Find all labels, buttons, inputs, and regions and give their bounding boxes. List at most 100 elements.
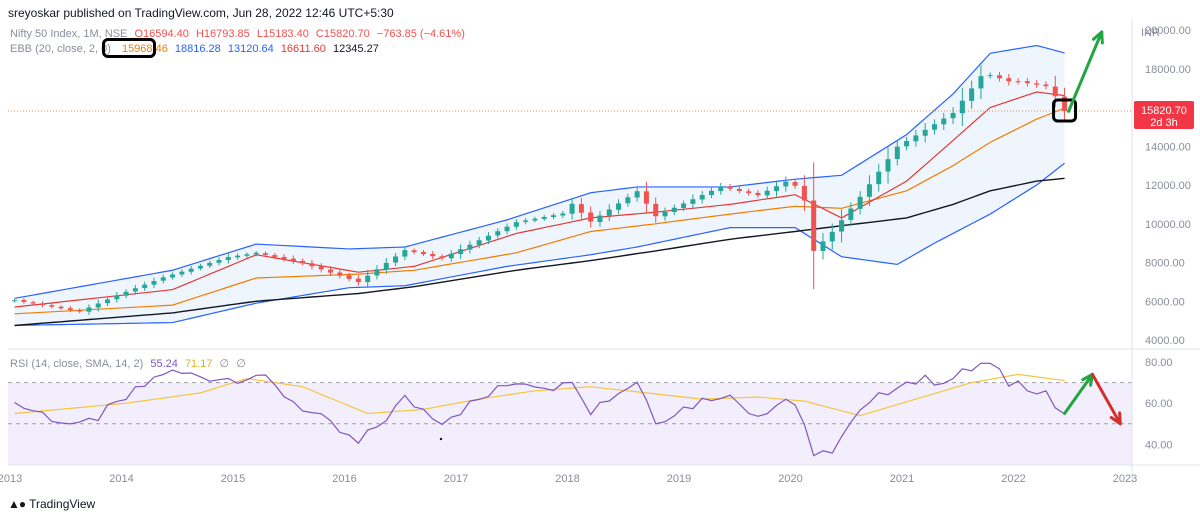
candle-body <box>746 191 752 194</box>
candle-body <box>671 207 677 212</box>
candle <box>578 198 584 219</box>
candle-body <box>439 256 445 259</box>
candle <box>132 284 138 295</box>
highlight-box-ebb <box>102 38 156 58</box>
tradingview-logo-text: TradingView <box>29 497 96 511</box>
candle-body <box>1052 86 1058 97</box>
candle <box>941 112 947 131</box>
rsi-arrow-up-shaft <box>1063 372 1094 415</box>
rsi-ma-line <box>14 373 1065 417</box>
candle-body <box>309 263 315 267</box>
legend-open: O16594.40 <box>134 28 189 40</box>
candle <box>420 250 426 257</box>
candle <box>1034 80 1040 88</box>
candle-body <box>653 203 659 217</box>
time-tick-label: 2023 <box>1113 473 1137 485</box>
candle-body <box>244 254 250 256</box>
candle <box>142 281 148 291</box>
candle <box>374 265 380 280</box>
candle <box>476 236 482 249</box>
legend-change: −763.85 (−4.61%) <box>376 28 465 40</box>
candle <box>913 129 919 147</box>
candle <box>188 265 194 275</box>
candle-body <box>727 186 733 189</box>
candle-body <box>941 118 947 125</box>
rsi-line <box>14 362 1065 457</box>
legend-rsi: RSI (14, close, SMA, 14, 2) 55.24 71.17 … <box>10 357 250 370</box>
candle-body <box>216 259 222 263</box>
candle-body <box>365 275 371 283</box>
legend-rsi-v3: ∅ <box>219 358 230 370</box>
candle-body <box>188 268 194 272</box>
candle <box>532 216 538 223</box>
candle <box>662 207 668 221</box>
last-price-countdown: 2d 3h <box>1150 117 1178 129</box>
legend-main: Nifty 50 Index, 1M, NSE O16594.40 H16793… <box>10 28 469 40</box>
candle <box>513 219 519 230</box>
candle-body <box>959 100 965 114</box>
candle <box>904 136 910 151</box>
candle <box>839 209 845 243</box>
currency-label: INR <box>1141 27 1160 39</box>
price-tick-label: 14000.00 <box>1145 141 1191 153</box>
candle <box>783 176 789 192</box>
candle <box>30 300 36 306</box>
tradingview-logo[interactable]: ▲● TradingView <box>8 497 95 511</box>
legend-rsi-v4: ∅ <box>236 358 246 370</box>
candle-body <box>383 262 389 270</box>
candle <box>225 253 231 264</box>
candle <box>922 122 928 143</box>
bollinger-bands <box>14 44 1065 327</box>
candle <box>318 263 324 273</box>
candle <box>885 147 891 184</box>
candle <box>253 250 259 257</box>
time-tick-label: 2015 <box>221 473 245 485</box>
candle-body <box>616 203 622 210</box>
candle-body <box>736 188 742 191</box>
candle-body <box>820 241 826 251</box>
time-tick-label: 2022 <box>1001 473 1025 485</box>
candle-body <box>142 284 148 288</box>
legend-ebb-v4: 16611.60 <box>280 43 326 55</box>
price-tick-label: 4000.00 <box>1145 335 1185 347</box>
legend-ebb: EBB (20, close, 2, 0) 15968.46 18816.28 … <box>10 43 383 55</box>
time-tick-label: 2013 <box>0 473 22 485</box>
candle-body <box>922 129 928 136</box>
ema_black-line <box>14 177 1065 327</box>
candle-body <box>569 203 575 214</box>
candle <box>801 175 807 212</box>
candle <box>179 269 185 277</box>
candle <box>969 80 975 109</box>
candle <box>300 258 306 266</box>
rsi-arrow-down-head <box>1109 411 1122 426</box>
candle-body <box>690 199 696 204</box>
candle <box>49 303 55 309</box>
candle-body <box>337 272 343 276</box>
candle-body <box>997 75 1003 79</box>
candle <box>151 277 157 289</box>
candle <box>699 191 705 204</box>
candle-body <box>931 124 937 130</box>
candle-body <box>588 212 594 222</box>
time-tick-label: 2017 <box>444 473 468 485</box>
ema_red-line <box>14 91 1065 308</box>
candle-body <box>625 197 631 204</box>
legend-ebb-label: EBB (20, close, 2, 0) <box>10 43 111 55</box>
candle-body <box>95 303 101 308</box>
candle-body <box>318 266 324 270</box>
candle-body <box>420 251 426 255</box>
candle-body <box>634 191 640 198</box>
candle-body <box>523 220 529 222</box>
candle-body <box>197 265 203 269</box>
candle <box>848 202 854 227</box>
candle-body <box>12 300 18 302</box>
candle-body <box>467 244 473 250</box>
candle-body <box>532 218 538 221</box>
candle-body <box>300 260 306 264</box>
candle <box>634 186 640 202</box>
moving-averages <box>8 91 1132 327</box>
candle <box>105 296 111 306</box>
candle <box>718 182 724 195</box>
candle <box>959 87 965 127</box>
